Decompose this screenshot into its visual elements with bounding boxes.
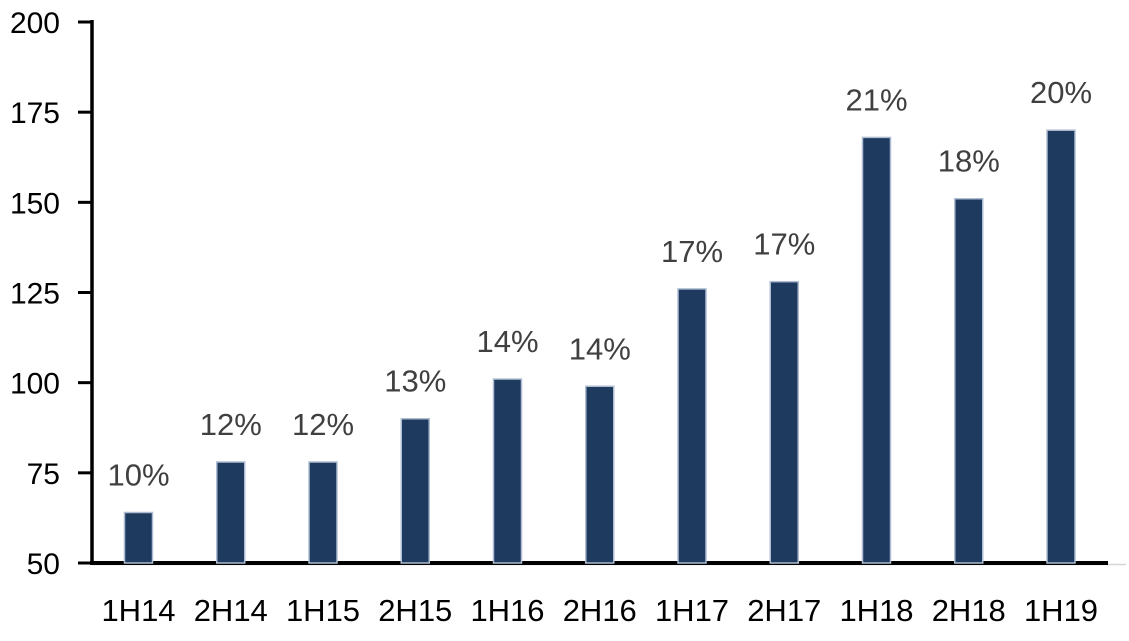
y-axis-tick-label: 75 xyxy=(27,458,60,491)
x-axis-label-2H15: 2H15 xyxy=(378,593,452,628)
bar-label-2H15: 13% xyxy=(384,364,446,399)
bar-label-1H16: 14% xyxy=(476,324,538,359)
bar-label-2H17: 17% xyxy=(753,227,815,262)
x-axis-label-1H19: 1H19 xyxy=(1024,593,1098,628)
bar-label-2H16: 14% xyxy=(569,331,631,366)
bar-1H15 xyxy=(308,461,338,564)
x-axis-label-2H16: 2H16 xyxy=(563,593,637,628)
x-axis-label-1H18: 1H18 xyxy=(839,593,913,628)
x-axis-label-2H18: 2H18 xyxy=(932,593,1006,628)
x-axis-label-1H17: 1H17 xyxy=(655,593,729,628)
bar-2H16 xyxy=(585,385,615,564)
bar-label-1H15: 12% xyxy=(292,407,354,442)
bar-label-1H17: 17% xyxy=(661,234,723,269)
y-axis-tick-label: 175 xyxy=(10,97,60,130)
x-axis-label-2H14: 2H14 xyxy=(194,593,268,628)
x-axis-label-2H17: 2H17 xyxy=(747,593,821,628)
bar-2H14 xyxy=(216,461,246,564)
y-axis-tick-label: 150 xyxy=(10,187,60,220)
bar-label-2H18: 18% xyxy=(938,144,1000,179)
y-axis-tick-label: 100 xyxy=(10,368,60,401)
y-axis-tick-label: 50 xyxy=(27,548,60,581)
y-axis-tick-label: 125 xyxy=(10,278,60,311)
bar-1H18 xyxy=(861,136,892,564)
bar-label-1H18: 21% xyxy=(845,82,907,117)
x-axis-label-1H15: 1H15 xyxy=(286,593,360,628)
bar-label-1H14: 10% xyxy=(107,458,169,493)
bar-2H15 xyxy=(400,417,430,564)
x-axis-label-1H16: 1H16 xyxy=(470,593,544,628)
x-axis-label-1H14: 1H14 xyxy=(101,593,175,628)
bar-1H14 xyxy=(123,511,154,564)
bar-2H18 xyxy=(954,197,984,564)
bar-1H16 xyxy=(492,378,523,564)
bar-label-1H19: 20% xyxy=(1030,75,1092,110)
bar-label-2H14: 12% xyxy=(200,407,262,442)
y-axis-tick-label: 200 xyxy=(10,7,60,40)
bar-1H17 xyxy=(677,288,707,564)
bar-1H19 xyxy=(1046,129,1076,564)
bar-2H17 xyxy=(769,280,799,564)
